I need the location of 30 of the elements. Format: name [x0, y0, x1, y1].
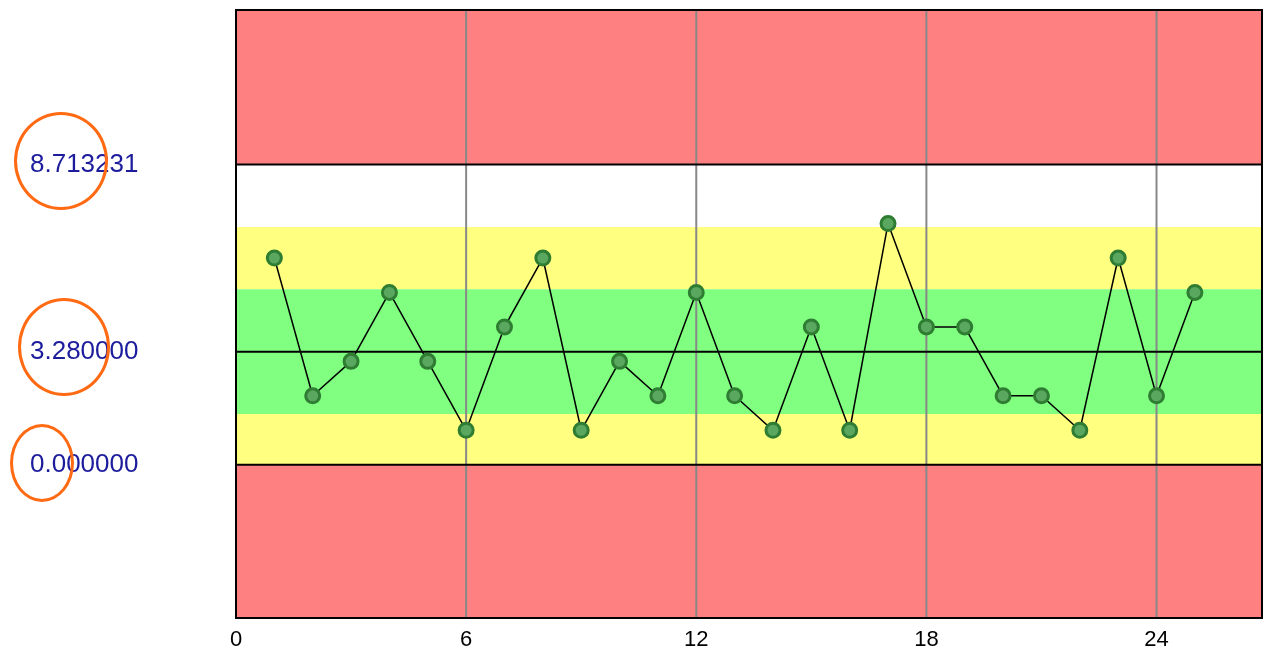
- point: [419, 352, 437, 370]
- point: [956, 318, 974, 336]
- point: [1186, 283, 1204, 301]
- point: [1032, 387, 1050, 405]
- point: [649, 387, 667, 405]
- x-tick-label: 6: [460, 626, 473, 652]
- point: [572, 421, 590, 439]
- point: [841, 421, 859, 439]
- point: [611, 352, 629, 370]
- point: [687, 283, 705, 301]
- point: [1148, 387, 1166, 405]
- point: [879, 215, 897, 233]
- point: [1109, 249, 1127, 267]
- point: [380, 283, 398, 301]
- point: [342, 352, 360, 370]
- point: [495, 318, 513, 336]
- point: [726, 387, 744, 405]
- point: [457, 421, 475, 439]
- x-tick-label: 18: [914, 626, 939, 652]
- point: [304, 387, 322, 405]
- x-tick-label: 24: [1144, 626, 1169, 652]
- point: [534, 249, 552, 267]
- point: [265, 249, 283, 267]
- point: [917, 318, 935, 336]
- x-tick-label: 12: [684, 626, 709, 652]
- point: [802, 318, 820, 336]
- point: [1071, 421, 1089, 439]
- x-tick-label: 0: [229, 626, 243, 652]
- point: [764, 421, 782, 439]
- point: [994, 387, 1012, 405]
